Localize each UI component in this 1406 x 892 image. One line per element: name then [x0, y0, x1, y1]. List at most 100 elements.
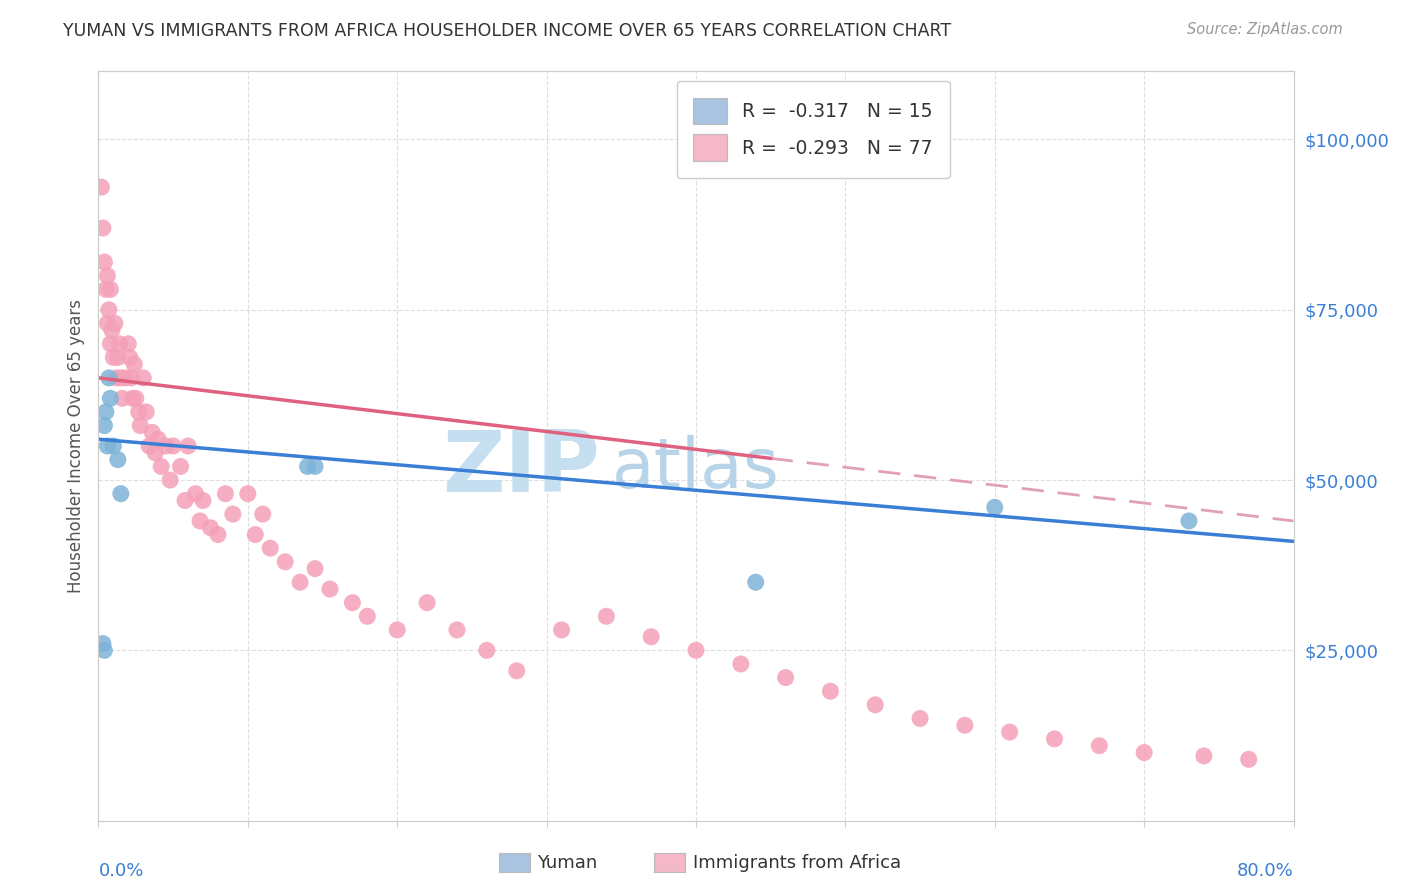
Point	[94, 282, 117, 296]
Text: Yuman: Yuman	[537, 854, 598, 871]
Point	[550, 623, 572, 637]
Point	[506, 664, 529, 678]
Point	[1043, 731, 1066, 746]
Y-axis label: Householder Income Over 65 years: Householder Income Over 65 years	[66, 299, 84, 593]
Point	[304, 459, 326, 474]
Point	[169, 459, 191, 474]
Point	[640, 630, 662, 644]
Point	[259, 541, 281, 556]
Point	[103, 439, 125, 453]
Point	[342, 596, 364, 610]
Point	[93, 418, 115, 433]
Point	[98, 392, 122, 406]
Point	[319, 582, 342, 596]
Point	[475, 643, 498, 657]
Point	[984, 500, 1007, 515]
Point	[150, 459, 173, 474]
Point	[94, 405, 117, 419]
Point	[446, 623, 468, 637]
Point	[93, 643, 115, 657]
Point	[177, 439, 200, 453]
Point	[252, 507, 274, 521]
Point	[288, 575, 311, 590]
Point	[416, 596, 439, 610]
Point	[685, 643, 707, 657]
Point	[236, 486, 259, 500]
Point	[304, 561, 326, 575]
Point	[141, 425, 163, 440]
Point	[745, 575, 768, 590]
Text: atlas: atlas	[613, 435, 780, 502]
Point	[174, 493, 197, 508]
Point	[108, 336, 131, 351]
Point	[245, 527, 267, 541]
Point	[865, 698, 887, 712]
Point	[96, 268, 118, 283]
Legend: R =  -0.317   N = 15, R =  -0.293   N = 77: R = -0.317 N = 15, R = -0.293 N = 77	[676, 81, 949, 178]
Text: Immigrants from Africa: Immigrants from Africa	[693, 854, 901, 871]
Point	[162, 439, 184, 453]
Point	[121, 392, 143, 406]
Text: 0.0%: 0.0%	[98, 862, 143, 880]
Point	[207, 527, 229, 541]
Point	[138, 439, 160, 453]
Point	[91, 636, 114, 650]
Point	[1237, 752, 1260, 766]
Point	[124, 357, 146, 371]
Point	[110, 371, 132, 385]
Point	[998, 725, 1021, 739]
Point	[953, 718, 976, 732]
Point	[107, 452, 129, 467]
Point	[93, 255, 115, 269]
Point	[595, 609, 617, 624]
Point	[132, 371, 155, 385]
Point	[90, 180, 112, 194]
Point	[96, 317, 118, 331]
Point	[111, 392, 134, 406]
Point	[155, 439, 177, 453]
Point	[184, 486, 207, 500]
Point	[101, 323, 124, 337]
Point	[1088, 739, 1111, 753]
Point	[97, 302, 120, 317]
Point	[1133, 746, 1156, 760]
Point	[908, 711, 931, 725]
Point	[91, 221, 114, 235]
Point	[103, 351, 125, 365]
Text: YUMAN VS IMMIGRANTS FROM AFRICA HOUSEHOLDER INCOME OVER 65 YEARS CORRELATION CHA: YUMAN VS IMMIGRANTS FROM AFRICA HOUSEHOL…	[63, 22, 952, 40]
Point	[104, 317, 127, 331]
Point	[118, 351, 141, 365]
Point	[98, 282, 122, 296]
Point	[1192, 748, 1215, 763]
Point	[114, 371, 136, 385]
Point	[1178, 514, 1201, 528]
Point	[356, 609, 378, 624]
Point	[128, 405, 150, 419]
Point	[107, 351, 129, 365]
Point	[129, 418, 152, 433]
Point	[135, 405, 157, 419]
Point	[148, 432, 170, 446]
Point	[125, 392, 148, 406]
Point	[385, 623, 409, 637]
Point	[775, 671, 797, 685]
Point	[143, 446, 166, 460]
Point	[117, 336, 139, 351]
Point	[96, 439, 118, 453]
Point	[214, 486, 236, 500]
Point	[98, 336, 122, 351]
Point	[159, 473, 181, 487]
Point	[97, 371, 120, 385]
Point	[105, 371, 128, 385]
Point	[120, 371, 142, 385]
Point	[200, 521, 222, 535]
Text: 80.0%: 80.0%	[1237, 862, 1294, 880]
Point	[297, 459, 319, 474]
Text: Source: ZipAtlas.com: Source: ZipAtlas.com	[1187, 22, 1343, 37]
Text: ZIP: ZIP	[443, 427, 600, 510]
Point	[188, 514, 211, 528]
Point	[110, 486, 132, 500]
Point	[191, 493, 214, 508]
Point	[820, 684, 842, 698]
Point	[730, 657, 752, 671]
